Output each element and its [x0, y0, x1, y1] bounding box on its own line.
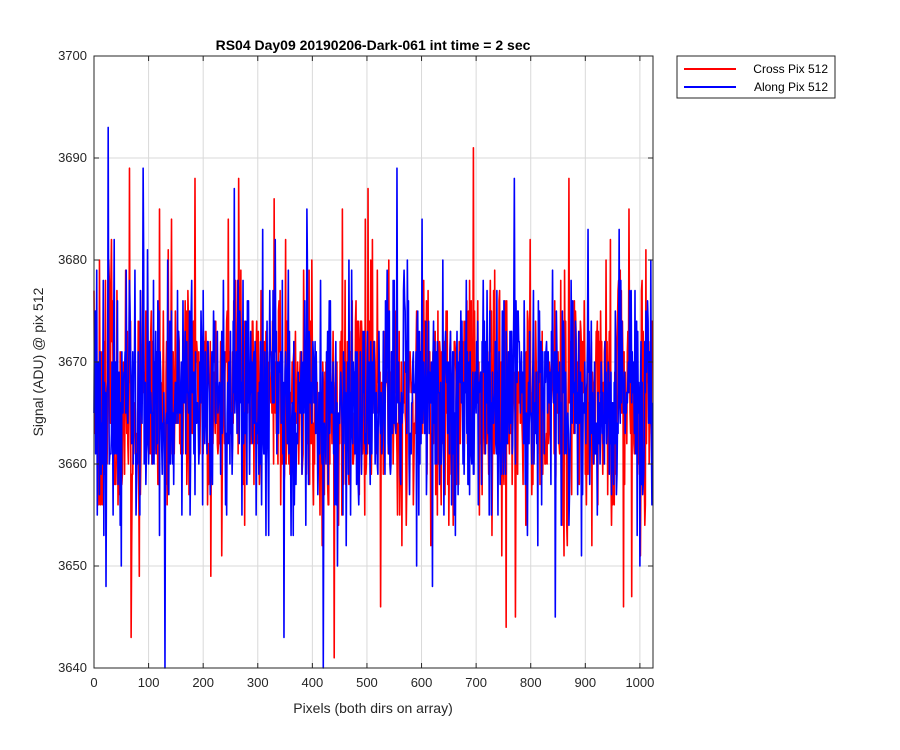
y-tick-label: 3690: [58, 150, 87, 165]
chart-title: RS04 Day09 20190206-Dark-061 int time = …: [216, 37, 531, 53]
legend-label-cross: Cross Pix 512: [753, 62, 828, 76]
plot-area: [93, 126, 654, 669]
legend-label-along: Along Pix 512: [754, 80, 828, 94]
y-axis-label: Signal (ADU) @ pix 512: [30, 287, 46, 436]
legend: Cross Pix 512 Along Pix 512: [676, 55, 836, 99]
series-line-along-pix-512: [93, 126, 654, 669]
x-tick-label: 700: [465, 675, 487, 690]
y-tick-label: 3640: [58, 660, 87, 675]
x-tick-label: 1000: [625, 675, 654, 690]
y-tick-label: 3660: [58, 456, 87, 471]
x-tick-label: 100: [138, 675, 160, 690]
y-tick-label: 3700: [58, 48, 87, 63]
x-tick-label: 500: [356, 675, 378, 690]
x-axis-label: Pixels (both dirs on array): [293, 700, 453, 716]
x-tick-label: 300: [247, 675, 269, 690]
y-tick-label: 3650: [58, 558, 87, 573]
x-tick-label: 400: [302, 675, 324, 690]
axis-ticks: 0 100 200 300 400 500 600 700 800 900 1000 3640 3650…: [58, 48, 654, 690]
x-tick-label: 200: [192, 675, 214, 690]
y-tick-label: 3670: [58, 354, 87, 369]
y-tick-label: 3680: [58, 252, 87, 267]
x-tick-label: 0: [90, 675, 97, 690]
x-tick-label: 800: [520, 675, 542, 690]
x-tick-label: 600: [411, 675, 433, 690]
legend-box: [676, 55, 836, 99]
x-tick-label: 900: [574, 675, 596, 690]
